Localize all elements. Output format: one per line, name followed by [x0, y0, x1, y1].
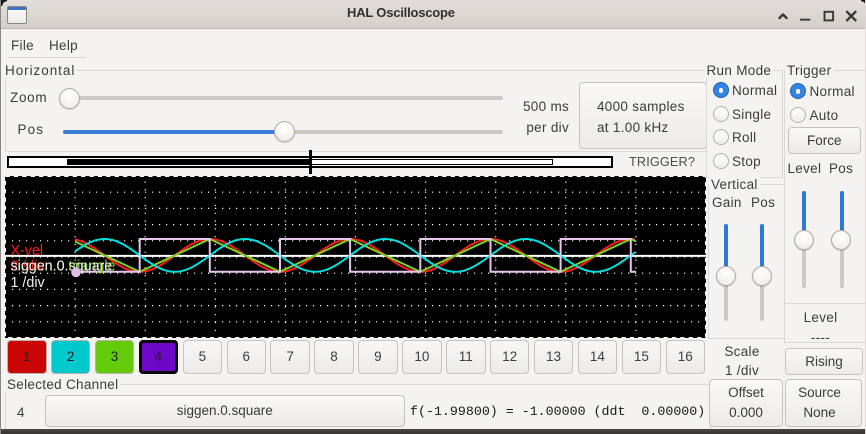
- svg-text:1 /div: 1 /div: [11, 275, 46, 291]
- svg-text:siggen.0.triangle: siggen.0.triangle: [11, 259, 116, 275]
- svg-text:2 /div: 2 /div: [11, 259, 46, 275]
- svg-text:X-vel: X-vel: [11, 243, 44, 259]
- svg-text:siggen.0.square: siggen.0.square: [11, 259, 113, 275]
